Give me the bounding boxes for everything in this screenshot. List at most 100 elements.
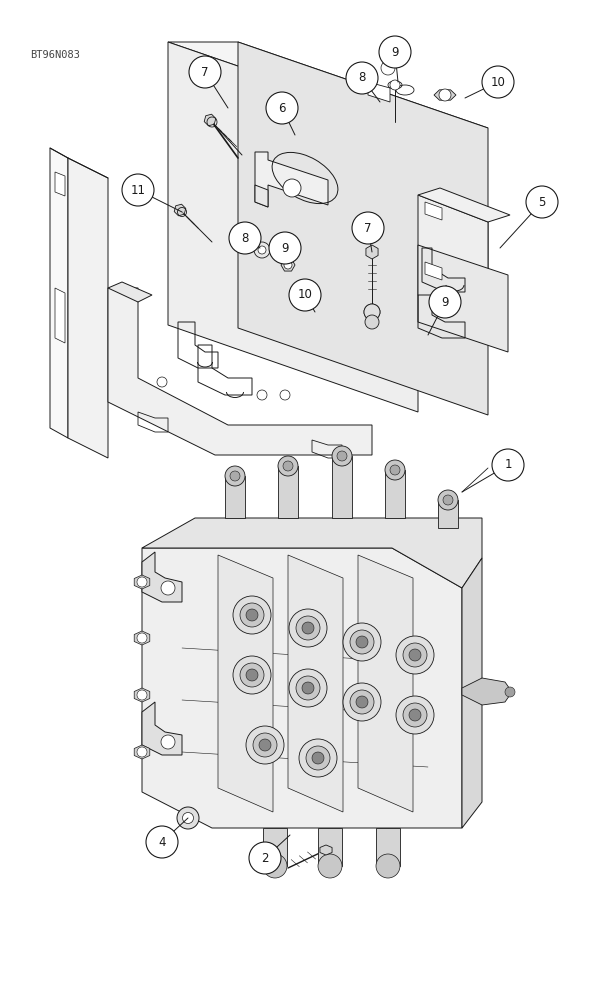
Circle shape <box>306 746 330 770</box>
Text: 7: 7 <box>364 222 371 234</box>
Circle shape <box>396 696 434 734</box>
Polygon shape <box>174 204 186 216</box>
Circle shape <box>443 495 453 505</box>
Circle shape <box>376 854 400 878</box>
Circle shape <box>289 609 327 647</box>
Circle shape <box>283 179 301 197</box>
Circle shape <box>346 62 378 94</box>
Circle shape <box>381 61 395 75</box>
Circle shape <box>482 66 514 98</box>
Text: 5: 5 <box>538 196 545 209</box>
Circle shape <box>146 826 178 858</box>
Text: 2: 2 <box>262 852 269 864</box>
Circle shape <box>284 261 292 269</box>
Polygon shape <box>288 555 343 812</box>
Text: 11: 11 <box>130 184 146 196</box>
Circle shape <box>379 36 411 68</box>
Circle shape <box>283 461 293 471</box>
Polygon shape <box>255 152 328 207</box>
Circle shape <box>189 56 221 88</box>
Circle shape <box>225 466 245 486</box>
Polygon shape <box>434 90 456 100</box>
Polygon shape <box>425 202 442 220</box>
Circle shape <box>137 633 147 643</box>
Circle shape <box>343 623 381 661</box>
Circle shape <box>137 577 147 587</box>
Polygon shape <box>263 828 287 866</box>
Text: 7: 7 <box>201 66 209 79</box>
Polygon shape <box>55 288 65 343</box>
Circle shape <box>182 812 193 824</box>
Circle shape <box>289 279 321 311</box>
Circle shape <box>157 377 167 387</box>
Polygon shape <box>134 631 150 645</box>
Circle shape <box>364 304 380 320</box>
Circle shape <box>161 581 175 595</box>
Circle shape <box>403 643 427 667</box>
Circle shape <box>240 663 264 687</box>
Circle shape <box>258 246 266 254</box>
Circle shape <box>278 456 298 476</box>
Polygon shape <box>218 555 273 812</box>
Circle shape <box>385 460 405 480</box>
Circle shape <box>296 676 320 700</box>
Polygon shape <box>255 185 268 207</box>
Circle shape <box>263 854 287 878</box>
Polygon shape <box>376 828 400 866</box>
Polygon shape <box>332 456 352 518</box>
Polygon shape <box>368 82 390 102</box>
Polygon shape <box>225 476 245 518</box>
Polygon shape <box>55 172 65 196</box>
Circle shape <box>302 682 314 694</box>
Text: 10: 10 <box>490 76 506 89</box>
Circle shape <box>343 683 381 721</box>
Circle shape <box>439 89 451 101</box>
Circle shape <box>240 603 264 627</box>
Text: 4: 4 <box>158 836 165 848</box>
Circle shape <box>137 690 147 700</box>
Polygon shape <box>425 262 442 280</box>
Text: 1: 1 <box>504 458 512 472</box>
Circle shape <box>364 304 380 320</box>
Polygon shape <box>438 500 458 528</box>
Circle shape <box>350 690 374 714</box>
Circle shape <box>352 212 384 244</box>
Circle shape <box>409 649 421 661</box>
Text: 8: 8 <box>358 71 365 84</box>
Polygon shape <box>462 558 482 828</box>
Polygon shape <box>134 575 150 589</box>
Circle shape <box>390 80 400 90</box>
Polygon shape <box>142 702 182 755</box>
Circle shape <box>296 616 320 640</box>
Circle shape <box>161 735 175 749</box>
Polygon shape <box>108 282 152 302</box>
Polygon shape <box>385 470 405 518</box>
Polygon shape <box>278 466 298 518</box>
Circle shape <box>318 854 342 878</box>
Polygon shape <box>418 245 508 352</box>
Circle shape <box>429 286 461 318</box>
Circle shape <box>356 696 368 708</box>
Polygon shape <box>142 548 462 828</box>
Circle shape <box>299 739 337 777</box>
Circle shape <box>266 92 298 124</box>
Polygon shape <box>50 148 68 438</box>
Polygon shape <box>168 42 488 128</box>
Circle shape <box>403 703 427 727</box>
Circle shape <box>409 709 421 721</box>
Circle shape <box>332 446 352 466</box>
Circle shape <box>280 390 290 400</box>
Circle shape <box>122 174 154 206</box>
Polygon shape <box>238 42 488 415</box>
Circle shape <box>302 622 314 634</box>
Polygon shape <box>142 518 482 588</box>
Circle shape <box>289 669 327 707</box>
Polygon shape <box>418 188 510 222</box>
Polygon shape <box>204 114 216 126</box>
Text: 9: 9 <box>391 45 399 58</box>
Polygon shape <box>281 259 295 271</box>
Polygon shape <box>134 745 150 759</box>
Text: BT96N083: BT96N083 <box>30 50 80 60</box>
Polygon shape <box>68 158 108 458</box>
Circle shape <box>229 222 261 254</box>
